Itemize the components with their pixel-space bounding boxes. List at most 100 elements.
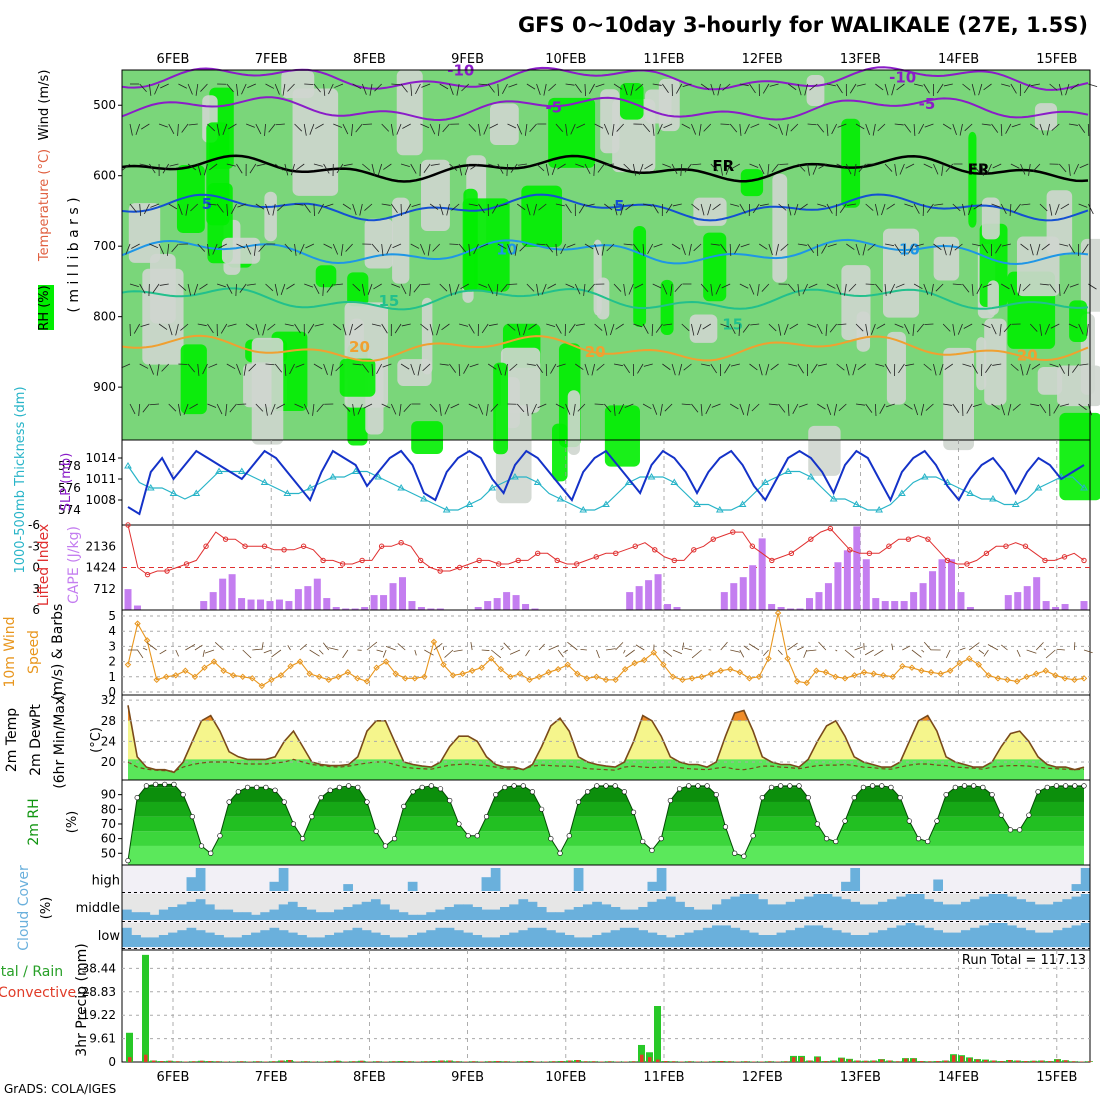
wind-speed-point [1023,673,1030,681]
cloud-row-bg [122,868,1090,891]
precip-tick-label: 0 [108,1055,116,1069]
wind-barb [991,403,1000,410]
rh-point [621,789,627,795]
wind-speed-point [631,659,638,667]
wind-barb [825,323,828,336]
cloud-bar [831,930,842,947]
wind-barb [142,403,150,413]
wind-barb [837,323,847,326]
wind-barb [536,283,539,296]
wind-barb [371,163,376,176]
wind-barb [1030,83,1040,87]
wind-barb [691,323,695,336]
cape-bar [824,583,832,610]
wind-barb [962,283,970,293]
cloud-bar [933,901,943,920]
wind-barb [450,403,460,409]
cape-bar [910,592,918,610]
precip-convective-bar [976,1059,980,1062]
wind-barb [381,243,384,256]
wind-speed-point [832,673,839,681]
precip-convective-bar [832,1060,836,1062]
wind-barb [574,283,581,295]
rh-patch [1069,300,1088,343]
wind-barb-10m [414,649,417,656]
temp-tick-label: 28 [101,714,116,728]
cloud-bar [767,904,778,920]
wind-barb [623,283,626,296]
wind-barb [181,123,189,133]
wind-barb [129,283,139,288]
wind-barb [1007,403,1012,416]
cloud-bar [582,904,593,920]
cloud-bar [684,932,695,947]
wind-speed-point [545,669,552,676]
wind-barb [122,163,131,171]
cloud-bar [629,927,639,947]
wind-barb [456,83,460,96]
wind-barb [374,83,382,92]
wind-barb [904,203,914,208]
cloud-bar [453,930,464,947]
wind-barb [936,83,944,94]
rh-patch [808,425,841,476]
cloud-bar [804,896,814,920]
rh-patch [987,280,999,315]
wind-barb-10m [605,648,616,651]
wind-barb [812,163,818,175]
wind-barb [166,243,170,256]
cloud-bar [204,932,215,947]
wind-barb [978,83,983,96]
rh-point [824,836,830,842]
cloud-bar [417,932,427,947]
cloud-bar [675,935,685,947]
rh-point [382,843,388,849]
precip-convective-bar [872,1060,876,1062]
cloud-bar [712,925,722,947]
rh-point [603,783,609,789]
precip-convective-bar [960,1056,964,1062]
cape-bar [294,589,302,610]
wind-barb [1020,243,1029,251]
precip-convective-bar [1064,1060,1068,1062]
wind-speed-point [908,664,916,671]
wind-speed-point [258,682,266,690]
rh-patch [740,169,764,197]
rh-point [456,821,462,827]
wind-barb [628,283,634,295]
wind-barb [1058,363,1065,374]
cape-bar [947,559,955,610]
rh-point [447,797,453,804]
wind-barb [924,123,934,128]
wind-barb [203,163,208,176]
rh-patch [841,118,861,208]
li-point [1042,557,1048,564]
wind-barb [675,83,683,94]
wind-barb [681,123,691,129]
wind-barb-10m [252,648,262,651]
wind-barb [1050,323,1060,329]
cape-bar [522,604,530,610]
wind-barb [1005,123,1012,134]
wind-barb [226,203,229,216]
rh-tick-label: 70 [101,817,116,831]
wind-barb [313,203,315,216]
wind-speed-point [344,669,352,676]
wind-barb [382,363,392,368]
wind-axis-label-part: 10m Wind [2,616,18,687]
cloud-bar [195,930,206,947]
isotherm-label: -5 [545,98,562,116]
rh-point [1081,783,1087,789]
wind-barb [265,363,275,366]
wind-barb [976,283,983,295]
rh-patch [315,265,337,288]
wind-barb [272,203,276,216]
precip-convective-bar [944,1060,948,1062]
rh-point [915,836,922,842]
cape-bar [512,595,520,610]
precip-convective-bar [648,1057,652,1062]
cloud-bar [297,935,307,947]
wind-barb [528,323,537,330]
li-point [964,561,970,567]
wind-barb [510,163,518,173]
